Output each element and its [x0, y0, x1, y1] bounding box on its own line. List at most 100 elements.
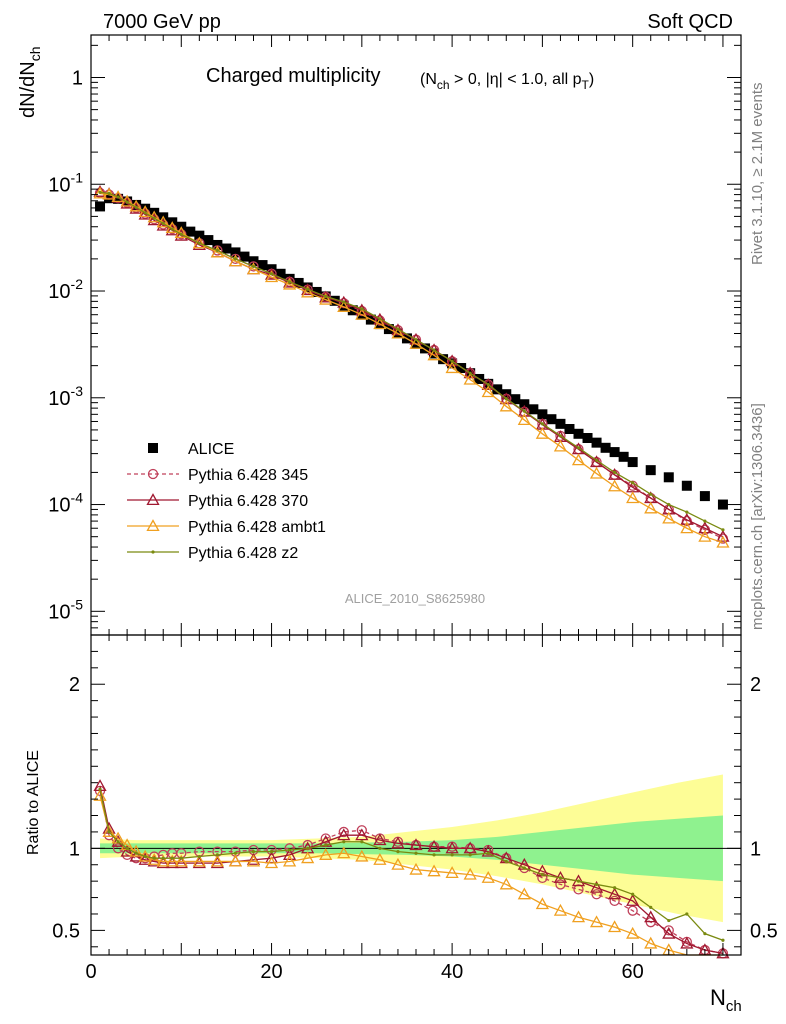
y-tick-label: 10-2 [48, 276, 83, 303]
main-data-point [609, 447, 620, 458]
ratio-data-point [98, 787, 102, 791]
main-data-point [337, 300, 351, 312]
main-series-3 [93, 186, 730, 548]
main-data-point [306, 287, 310, 291]
main-data-point [680, 512, 694, 525]
main-data-point [573, 428, 584, 439]
ratio-data-point [649, 905, 653, 910]
main-data-point [427, 343, 441, 356]
main-data-point [680, 521, 694, 534]
ratio-data-point [591, 889, 602, 900]
ratio-data-point [283, 848, 297, 860]
ratio-data-point [215, 853, 219, 857]
main-data-point [264, 267, 279, 280]
ratio-data-point [283, 854, 297, 867]
ratio-data-point [246, 852, 261, 865]
legend-marker [148, 443, 158, 453]
main-data-point [194, 230, 205, 241]
plot-title: Charged multiplicity [206, 65, 381, 87]
main-data-point [594, 458, 599, 462]
chart-axes: 0 20 40 60 1 10-1 10-2 10-3 10-4 10-5 0.5 0.5 1 1 2 2 [48, 34, 778, 983]
ratio-data-point [320, 833, 331, 844]
main-data-point [283, 275, 297, 288]
legend-label: ALICE [188, 441, 234, 458]
main-data-point [582, 433, 593, 444]
main-data-point [373, 317, 387, 330]
main-data-point [667, 502, 671, 507]
main-data-point [95, 201, 106, 212]
legend-entry: Pythia 6.428 370 [127, 493, 308, 510]
analysis-watermark: ALICE_2010_S8625980 [345, 591, 485, 606]
main-data-point [197, 241, 201, 245]
legend-label: Pythia 6.428 ambt1 [188, 519, 326, 536]
x-axis-label: Nch [710, 985, 742, 1015]
x-tick-label: 60 [622, 961, 644, 983]
main-data-point [374, 315, 386, 326]
main-data-point [420, 343, 431, 354]
ratio-data-point [613, 886, 617, 890]
ratio-data-point [138, 852, 152, 865]
header-right: Soft QCD [647, 11, 733, 33]
main-data-point [517, 413, 531, 425]
ratio-data-point [134, 851, 138, 855]
main-data-point [93, 184, 107, 197]
main-data-point [246, 262, 261, 275]
main-data-point [269, 272, 274, 276]
main-data-point [486, 382, 490, 387]
y-tick-label: 10-1 [48, 169, 83, 196]
main-data-point [338, 300, 349, 311]
main-data-point [179, 232, 183, 236]
main-data-point [716, 529, 730, 542]
ratio-data-point [301, 851, 315, 864]
ratio-data-point [174, 856, 188, 869]
ratio-y-tick-label: 2 [750, 674, 761, 696]
chart-marks [93, 184, 730, 959]
ratio-data-point [324, 843, 328, 847]
main-data-point [125, 200, 129, 204]
ratio-data-point [626, 894, 640, 906]
ratio-data-point [391, 857, 405, 870]
main-data-point [468, 371, 472, 375]
ratio-data-point [445, 841, 459, 854]
ratio-data-point [156, 854, 170, 867]
ratio-data-point [522, 866, 526, 870]
ratio-data-point [555, 879, 566, 890]
main-data-point [301, 283, 315, 296]
ratio-uncertainty-bands [91, 774, 741, 923]
main-data-point [613, 470, 617, 475]
main-data-point [649, 492, 653, 496]
main-data-point [535, 426, 549, 439]
ratio-data-point [156, 856, 170, 869]
ratio-data-point [608, 887, 622, 900]
main-data-point [143, 211, 147, 215]
main-series-line [99, 191, 724, 538]
main-data-point [257, 260, 268, 271]
main-data-point [600, 442, 611, 453]
ratio-data-point [589, 915, 604, 928]
main-data-point [342, 300, 346, 304]
ratio-data-point [589, 880, 604, 893]
main-data-point [481, 385, 495, 398]
main-data-point [564, 424, 575, 435]
main-data-point [537, 409, 548, 420]
ratio-data-point [233, 851, 238, 855]
main-y-axis-label: dN/dNch [17, 47, 43, 119]
main-data-point [517, 404, 531, 417]
ratio-data-point [197, 854, 201, 859]
ratio-data-point [504, 859, 508, 864]
ratio-data-point [463, 867, 477, 880]
ratio-data-point [342, 840, 346, 844]
ratio-data-point [378, 846, 382, 850]
ratio-data-point [269, 850, 274, 854]
ratio-data-point [170, 856, 174, 860]
main-series-line [99, 191, 724, 531]
ratio-data-point [306, 846, 310, 850]
ratio-data-point [644, 936, 658, 949]
main-data-point [248, 261, 259, 272]
main-data-point [427, 348, 441, 361]
main-data-point [311, 286, 322, 297]
ratio-data-point [499, 877, 513, 890]
y-tick-label: 1 [72, 67, 83, 89]
ratio-data-point [107, 830, 111, 834]
ratio-series-line [99, 795, 723, 956]
